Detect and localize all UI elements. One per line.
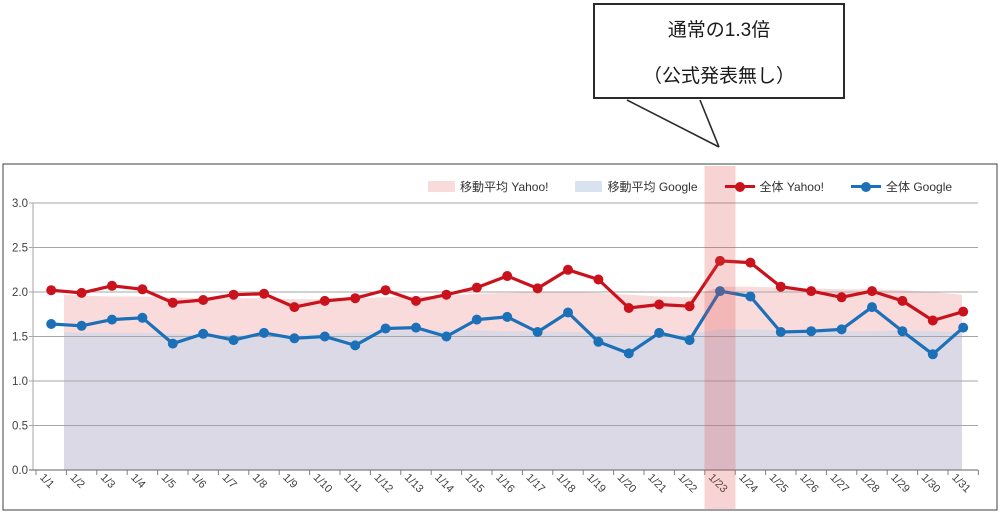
marker-yahoo: [350, 293, 361, 304]
marker-google: [532, 327, 543, 337]
marker-yahoo: [806, 286, 817, 297]
marker-google: [289, 333, 300, 344]
marker-google: [411, 322, 421, 333]
y-axis-label: 0.5: [12, 421, 28, 433]
marker-yahoo: [867, 286, 877, 297]
marker-google: [745, 291, 756, 302]
legend-line-dot-icon: [734, 181, 745, 192]
marker-yahoo: [836, 292, 847, 303]
legend-label: 移動平均 Google: [607, 180, 698, 194]
marker-google: [897, 326, 908, 337]
y-axis-label: 2.5: [12, 243, 28, 255]
marker-google: [46, 319, 57, 329]
marker-google: [654, 327, 665, 338]
marker-yahoo: [927, 315, 938, 326]
marker-yahoo: [593, 274, 604, 285]
callout-tail-line: [699, 99, 720, 148]
callout-tail-line: [626, 99, 720, 148]
marker-yahoo: [684, 301, 695, 312]
marker-yahoo: [259, 288, 269, 299]
callout-line-2: （公式発表無し）: [642, 65, 795, 87]
marker-yahoo: [775, 281, 786, 292]
marker-google: [715, 286, 725, 297]
legend-item-2: 全体 Yahoo!: [724, 178, 824, 195]
y-axis-label: 1.5: [12, 332, 28, 344]
marker-google: [806, 326, 817, 337]
marker-google: [471, 314, 482, 325]
marker-yahoo: [532, 283, 543, 294]
marker-yahoo: [46, 285, 57, 296]
marker-yahoo: [319, 295, 330, 306]
marker-google: [228, 335, 239, 346]
legend-item-0: 移動平均 Yahoo!: [428, 178, 548, 195]
marker-yahoo: [137, 284, 148, 295]
highlight-band: [704, 166, 736, 509]
marker-google: [836, 324, 847, 335]
area-google-ma: [64, 329, 962, 470]
marker-google: [593, 336, 604, 347]
marker-yahoo: [623, 303, 634, 313]
y-axis-label: 0.0: [12, 465, 28, 477]
marker-google: [958, 322, 969, 333]
y-axis-label: 3.0: [12, 198, 28, 210]
marker-yahoo: [76, 287, 87, 298]
marker-yahoo: [502, 271, 513, 281]
legend-area-swatch-icon: [575, 181, 603, 192]
marker-google: [350, 340, 361, 351]
marker-yahoo: [897, 295, 908, 306]
y-axis-label: 1.0: [12, 376, 28, 388]
marker-yahoo: [441, 289, 452, 300]
marker-yahoo: [715, 255, 725, 266]
marker-google: [563, 307, 573, 318]
marker-yahoo: [654, 299, 665, 310]
callout-line-1: 通常の1.3倍: [667, 19, 771, 41]
legend-line-swatch-icon: [724, 181, 755, 192]
legend-area-swatch-icon: [428, 181, 455, 192]
legend-item-1: 移動平均 Google: [575, 178, 698, 195]
legend-line-swatch-icon: [851, 181, 881, 192]
marker-google: [76, 320, 87, 331]
marker-yahoo: [167, 297, 178, 308]
marker-yahoo: [958, 306, 969, 317]
legend-label: 移動平均 Yahoo!: [460, 180, 549, 194]
marker-google: [502, 311, 513, 322]
marker-google: [137, 312, 148, 323]
callout-bubble: 通常の1.3倍 （公式発表無し）: [593, 3, 845, 99]
marker-yahoo: [228, 289, 239, 300]
chart-legend: 移動平均 Yahoo! 移動平均 Google 全体 Yahoo! 全体 Google: [428, 178, 952, 195]
legend-line-dot-icon: [861, 181, 871, 192]
marker-google: [441, 331, 452, 342]
legend-label: 全体 Yahoo!: [759, 180, 824, 194]
legend-label: 全体 Google: [886, 180, 953, 194]
marker-google: [107, 314, 117, 325]
marker-google: [259, 327, 269, 338]
marker-google: [167, 338, 178, 349]
y-axis-label: 2.0: [12, 287, 28, 299]
legend-item-3: 全体 Google: [851, 178, 952, 195]
marker-yahoo: [411, 295, 421, 306]
marker-google: [867, 302, 877, 313]
marker-google: [319, 331, 330, 342]
marker-yahoo: [289, 302, 300, 313]
marker-google: [927, 349, 938, 360]
marker-yahoo: [380, 285, 391, 296]
marker-google: [775, 327, 786, 337]
marker-yahoo: [471, 282, 482, 293]
marker-google: [380, 323, 391, 334]
marker-google: [198, 328, 209, 339]
marker-yahoo: [107, 280, 117, 291]
marker-google: [684, 335, 695, 346]
marker-google: [623, 348, 634, 359]
marker-yahoo: [745, 257, 756, 268]
marker-yahoo: [563, 264, 573, 275]
marker-yahoo: [198, 295, 209, 305]
